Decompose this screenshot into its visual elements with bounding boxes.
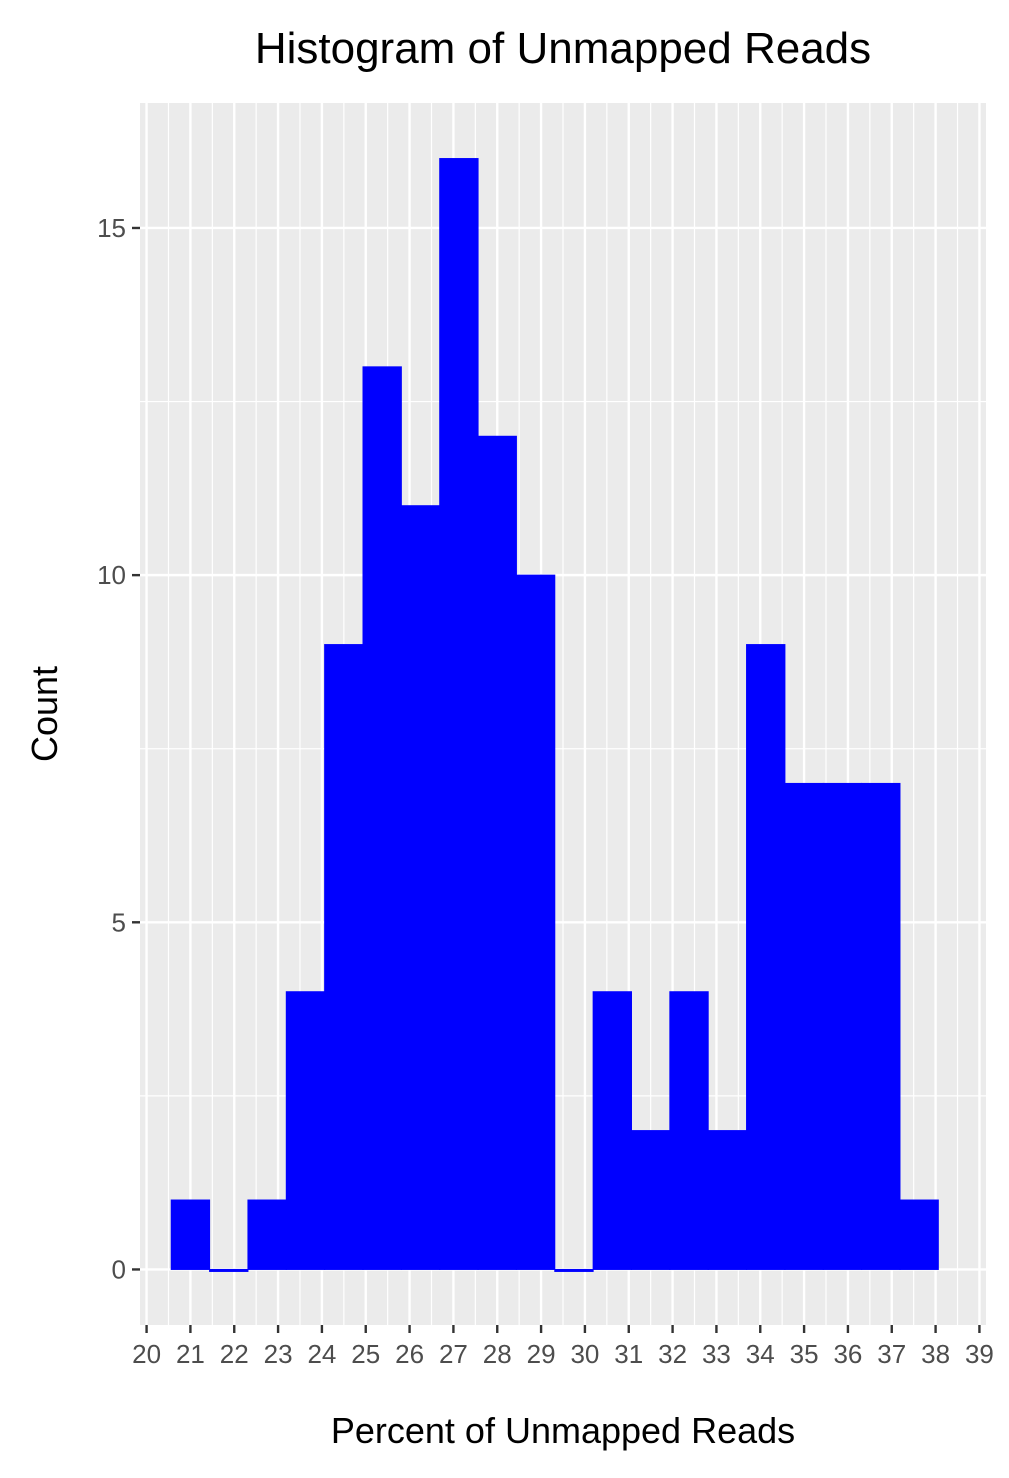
x-tick-label: 33 (702, 1339, 731, 1369)
y-tick-label: 10 (97, 560, 126, 590)
x-tick-label: 24 (307, 1339, 336, 1369)
x-tick-label: 35 (790, 1339, 819, 1369)
x-tick-label: 34 (746, 1339, 775, 1369)
x-tick-label: 38 (921, 1339, 950, 1369)
x-axis-title: Percent of Unmapped Reads (331, 1410, 795, 1451)
y-tick-label: 15 (97, 213, 126, 243)
chart-title: Histogram of Unmapped Reads (255, 24, 871, 73)
histogram-bar-19 (899, 1199, 939, 1270)
x-tick-label: 25 (351, 1339, 380, 1369)
histogram-bar-0 (170, 1199, 211, 1270)
y-axis: 0 5 10 15 (97, 213, 140, 1284)
x-tick-label: 27 (439, 1339, 468, 1369)
histogram-bar-9 (515, 574, 556, 1270)
y-tick-label: 0 (112, 1254, 126, 1284)
x-tick-label: 26 (395, 1339, 424, 1369)
histogram-bar-6 (400, 505, 441, 1270)
histogram-bar-2 (247, 1199, 287, 1270)
histogram-bar-5 (362, 366, 402, 1270)
histogram-bar-17 (822, 782, 863, 1270)
histogram-bar-8 (477, 435, 517, 1270)
x-tick-label: 30 (570, 1339, 599, 1369)
x-tick-label: 28 (483, 1339, 512, 1369)
histogram-bar-14 (707, 1130, 748, 1270)
histogram-bar-16 (784, 782, 824, 1270)
y-axis-title: Count (24, 666, 65, 762)
x-tick-label: 21 (176, 1339, 205, 1369)
histogram-bar-10 (554, 1268, 594, 1272)
x-tick-label: 31 (614, 1339, 643, 1369)
x-tick-label: 22 (220, 1339, 249, 1369)
x-tick-label: 39 (965, 1339, 994, 1369)
histogram-bar-12 (630, 1130, 671, 1270)
x-tick-label: 20 (132, 1339, 161, 1369)
x-axis: 20 21 22 23 24 25 26 27 28 29 30 31 32 33 34 35 36 37 38 39 (132, 1325, 994, 1369)
x-tick-label: 37 (877, 1339, 906, 1369)
histogram-bar-18 (861, 782, 901, 1270)
histogram-bar-15 (746, 644, 786, 1270)
x-tick-label: 32 (658, 1339, 687, 1369)
histogram-bar-7 (439, 158, 479, 1270)
y-tick-label: 5 (112, 907, 126, 937)
x-tick-label: 23 (264, 1339, 293, 1369)
histogram-bar-1 (209, 1268, 249, 1272)
x-tick-label: 36 (833, 1339, 862, 1369)
histogram-bars (170, 158, 939, 1272)
histogram-bar-3 (285, 991, 326, 1270)
histogram-bar-4 (324, 644, 364, 1270)
histogram-bar-11 (592, 991, 632, 1270)
histogram-bar-13 (669, 991, 709, 1270)
x-tick-label: 29 (527, 1339, 556, 1369)
